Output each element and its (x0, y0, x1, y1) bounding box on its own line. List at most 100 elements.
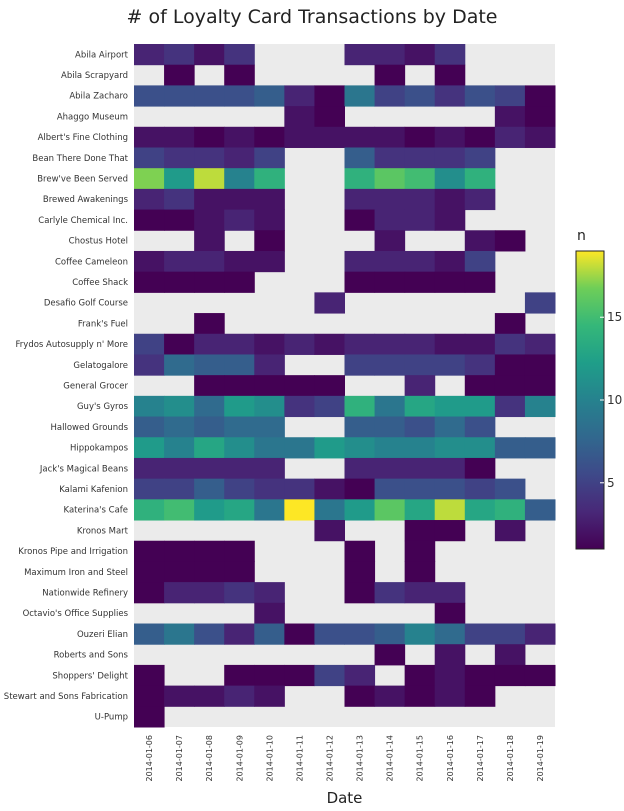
heatmap-cell (164, 188, 195, 211)
heatmap-cell (254, 395, 285, 418)
heatmap-cell (134, 437, 165, 459)
heatmap-cell (224, 685, 255, 707)
heatmap-cell (284, 126, 315, 148)
heatmap-cell (254, 437, 285, 459)
heatmap-cell (344, 209, 376, 231)
heatmap-cell (194, 685, 225, 707)
heatmap-cell (404, 126, 436, 148)
heatmap-cell (494, 664, 526, 687)
heatmap-cell (434, 437, 466, 459)
heatmap-cell (224, 271, 255, 293)
heatmap-cell (464, 375, 496, 397)
heatmap-cell (464, 147, 496, 169)
heatmap-cell (434, 644, 466, 666)
heatmap-cell (224, 333, 255, 355)
heatmap-cell (194, 85, 225, 107)
heatmap-cell (494, 106, 526, 128)
heatmap-cell (524, 292, 556, 314)
heatmap-cell (224, 437, 255, 459)
heatmap-cell (134, 168, 165, 190)
heatmap-cell (314, 499, 345, 521)
heatmap-cell (134, 457, 165, 480)
heatmap-cell (224, 540, 255, 562)
heatmap-cell (194, 623, 225, 645)
heatmap-cell (404, 540, 436, 562)
heatmap-cell (224, 561, 255, 583)
heatmap-cell (464, 188, 496, 211)
heatmap-cell (254, 168, 285, 190)
heatmap-cell (254, 623, 285, 645)
heatmap-cell (194, 271, 225, 293)
heatmap-cell (404, 664, 436, 687)
heatmap-cell (194, 230, 225, 252)
heatmap-cell (134, 271, 165, 293)
heatmap-cell (134, 126, 165, 148)
heatmap-cell (344, 478, 376, 500)
heatmap-cell (284, 478, 315, 500)
heatmap-cell (224, 250, 255, 273)
heatmap-cell (404, 168, 436, 190)
heatmap-cell (194, 313, 225, 335)
x-tick-label: 2014-01-18 (506, 735, 515, 782)
heatmap-cell (404, 520, 436, 542)
heatmap-cell (134, 354, 165, 376)
heatmap-cell (164, 416, 195, 438)
heatmap-cell (194, 395, 225, 418)
heatmap-cell (194, 478, 225, 500)
heatmap-cell (254, 685, 285, 707)
y-tick-label: Abila Zacharo (69, 92, 128, 102)
heatmap-cell (374, 333, 406, 355)
heatmap-cell (434, 168, 466, 190)
heatmap-cell (404, 209, 436, 231)
y-tick-label: U-Pump (95, 713, 128, 723)
heatmap-cell (404, 416, 436, 438)
heatmap-cell (134, 250, 165, 273)
heatmap-cell (254, 147, 285, 169)
x-tick-label: 2014-01-08 (205, 735, 214, 782)
heatmap-cell (134, 478, 165, 500)
heatmap-cell (284, 106, 315, 128)
heatmap-cell (164, 685, 195, 707)
heatmap-cell (524, 354, 556, 376)
heatmap-cell (404, 685, 436, 707)
heatmap-cell (314, 85, 345, 107)
heatmap-cell (434, 354, 466, 376)
heatmap-cell (374, 64, 406, 86)
y-tick-label: Abila Scrapyard (61, 71, 128, 81)
heatmap-cell (134, 147, 165, 169)
heatmap-cell (224, 85, 255, 107)
heatmap-cell (374, 437, 406, 459)
heatmap-cell (194, 354, 225, 376)
heatmap-cell (314, 106, 345, 128)
heatmap-cell (254, 582, 285, 604)
heatmap-cell (494, 644, 526, 666)
heatmap-cell (134, 582, 165, 604)
heatmap-cell (464, 623, 496, 645)
heatmap-cell (134, 44, 165, 66)
heatmap-cell (224, 478, 255, 500)
y-tick-label: Hippokampos (70, 444, 129, 454)
heatmap-cell (224, 664, 255, 687)
y-tick-label: Albert's Fine Clothing (38, 133, 128, 143)
heatmap-cell (164, 457, 195, 480)
heatmap-cell (314, 395, 345, 418)
heatmap-cell (224, 416, 255, 438)
x-tick-label: 2014-01-17 (476, 735, 485, 782)
heatmap-cell (344, 395, 376, 418)
heatmap-cell (164, 561, 195, 583)
y-tick-label: Jack's Magical Beans (39, 464, 129, 474)
y-tick-label: Abila Airport (75, 50, 129, 60)
heatmap-cell (434, 499, 466, 521)
y-tick-label: Gelatogalore (73, 361, 128, 371)
heatmap-cell (494, 395, 526, 418)
heatmap-cell (524, 623, 556, 645)
heatmap-cell (284, 499, 315, 521)
x-tick-label: 2014-01-11 (295, 735, 304, 782)
heatmap-cell (224, 499, 255, 521)
heatmap-cell (374, 685, 406, 707)
heatmap-cell (494, 623, 526, 645)
heatmap-cell (254, 188, 285, 211)
x-tick-label: 2014-01-15 (416, 735, 425, 782)
heatmap-cell (524, 395, 556, 418)
heatmap-cell (164, 126, 195, 148)
